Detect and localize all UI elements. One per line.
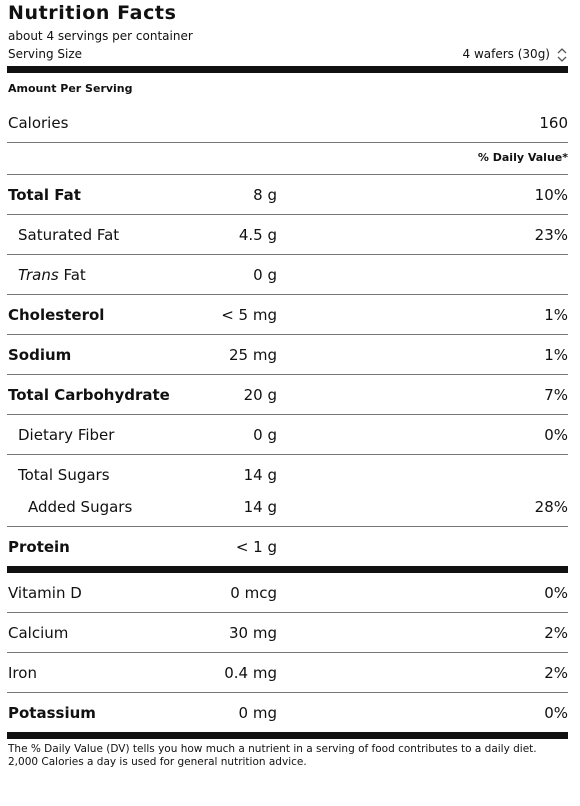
rule	[7, 142, 568, 143]
amount-per-serving: Amount Per Serving	[8, 82, 133, 95]
nutrient-dv: 10%	[534, 186, 568, 204]
dropdown-arrows[interactable]	[556, 48, 568, 62]
vitamin-name: Iron	[8, 664, 37, 682]
rule	[7, 526, 568, 527]
vitamin-dv: 2%	[544, 664, 568, 682]
rule	[7, 254, 568, 255]
nutrient-amount: 0 g	[253, 266, 277, 284]
rule	[7, 174, 568, 175]
nutrient-name: Total Sugars	[18, 466, 110, 484]
nutrient-amount: 0 g	[253, 426, 277, 444]
thick-rule	[7, 566, 568, 573]
thick-rule	[7, 732, 568, 739]
nutrient-dv: 7%	[544, 386, 568, 404]
nutrient-name: Added Sugars	[28, 498, 133, 516]
vitamin-dv: 0%	[544, 704, 568, 722]
servings: about 4 servings per container	[8, 29, 193, 43]
vitamin-amount: 0 mg	[238, 704, 277, 722]
rule	[7, 374, 568, 375]
nutrient-name: Trans Fat	[18, 266, 86, 284]
nutrient-dv: 1%	[544, 306, 568, 324]
vitamin-amount: 30 mg	[229, 624, 277, 642]
nutrient-amount: 14 g	[243, 498, 277, 516]
vitamin-name: Potassium	[8, 704, 96, 722]
nutrient-name: Cholesterol	[8, 306, 105, 324]
trans-name: Fat	[63, 266, 86, 284]
nutrient-amount: 20 g	[243, 386, 277, 404]
nutrient-amount: < 1 g	[235, 538, 277, 556]
nutrient-name: Sodium	[8, 346, 72, 364]
nutrient-amount: 8 g	[253, 186, 277, 204]
nutrient-dv: 28%	[534, 498, 568, 516]
serving-size-label: Serving Size	[8, 47, 83, 61]
nutrient-name: Dietary Fiber	[18, 426, 115, 444]
nutrient-name: Protein	[8, 538, 70, 556]
rule	[7, 294, 568, 295]
vitamin-dv: 2%	[544, 624, 568, 642]
nutrient-dv: 23%	[534, 226, 568, 244]
trans-italic: Trans	[18, 266, 59, 284]
rule	[7, 414, 568, 415]
calories-label: Calories	[8, 114, 69, 132]
rule	[7, 692, 568, 693]
rule	[7, 334, 568, 335]
rule	[7, 612, 568, 613]
nutrient-dv: 0%	[544, 426, 568, 444]
calories-value: 160	[539, 114, 568, 132]
nutrient-amount: < 5 mg	[221, 306, 277, 324]
nutrient-dv: 1%	[544, 346, 568, 364]
vitamin-name: Vitamin D	[8, 584, 82, 602]
daily-value-header: % Daily Value*	[477, 151, 568, 164]
nutrient-amount: 14 g	[243, 466, 277, 484]
nutrient-name: Total Fat	[8, 186, 81, 204]
rule	[7, 454, 568, 455]
vitamin-name: Calcium	[8, 624, 69, 642]
rule	[7, 214, 568, 215]
nutrient-amount: 4.5 g	[238, 226, 277, 244]
nutrient-name: Saturated Fat	[18, 226, 120, 244]
footnote: The % Daily Value (DV) tells you how muc…	[8, 743, 537, 755]
rule	[7, 652, 568, 653]
thick-rule	[7, 66, 568, 73]
nutrient-name: Total Carbohydrate	[8, 386, 170, 404]
title: Nutrition Facts	[8, 2, 177, 24]
vitamin-amount: 0.4 mg	[224, 664, 277, 682]
nutrient-amount: 25 mg	[229, 346, 277, 364]
footnote: 2,000 Calories a day is used for general…	[8, 756, 307, 768]
vitamin-amount: 0 mcg	[230, 584, 277, 602]
serving-size-value[interactable]: 4 wafers (30g)	[462, 47, 550, 61]
vitamin-dv: 0%	[544, 584, 568, 602]
